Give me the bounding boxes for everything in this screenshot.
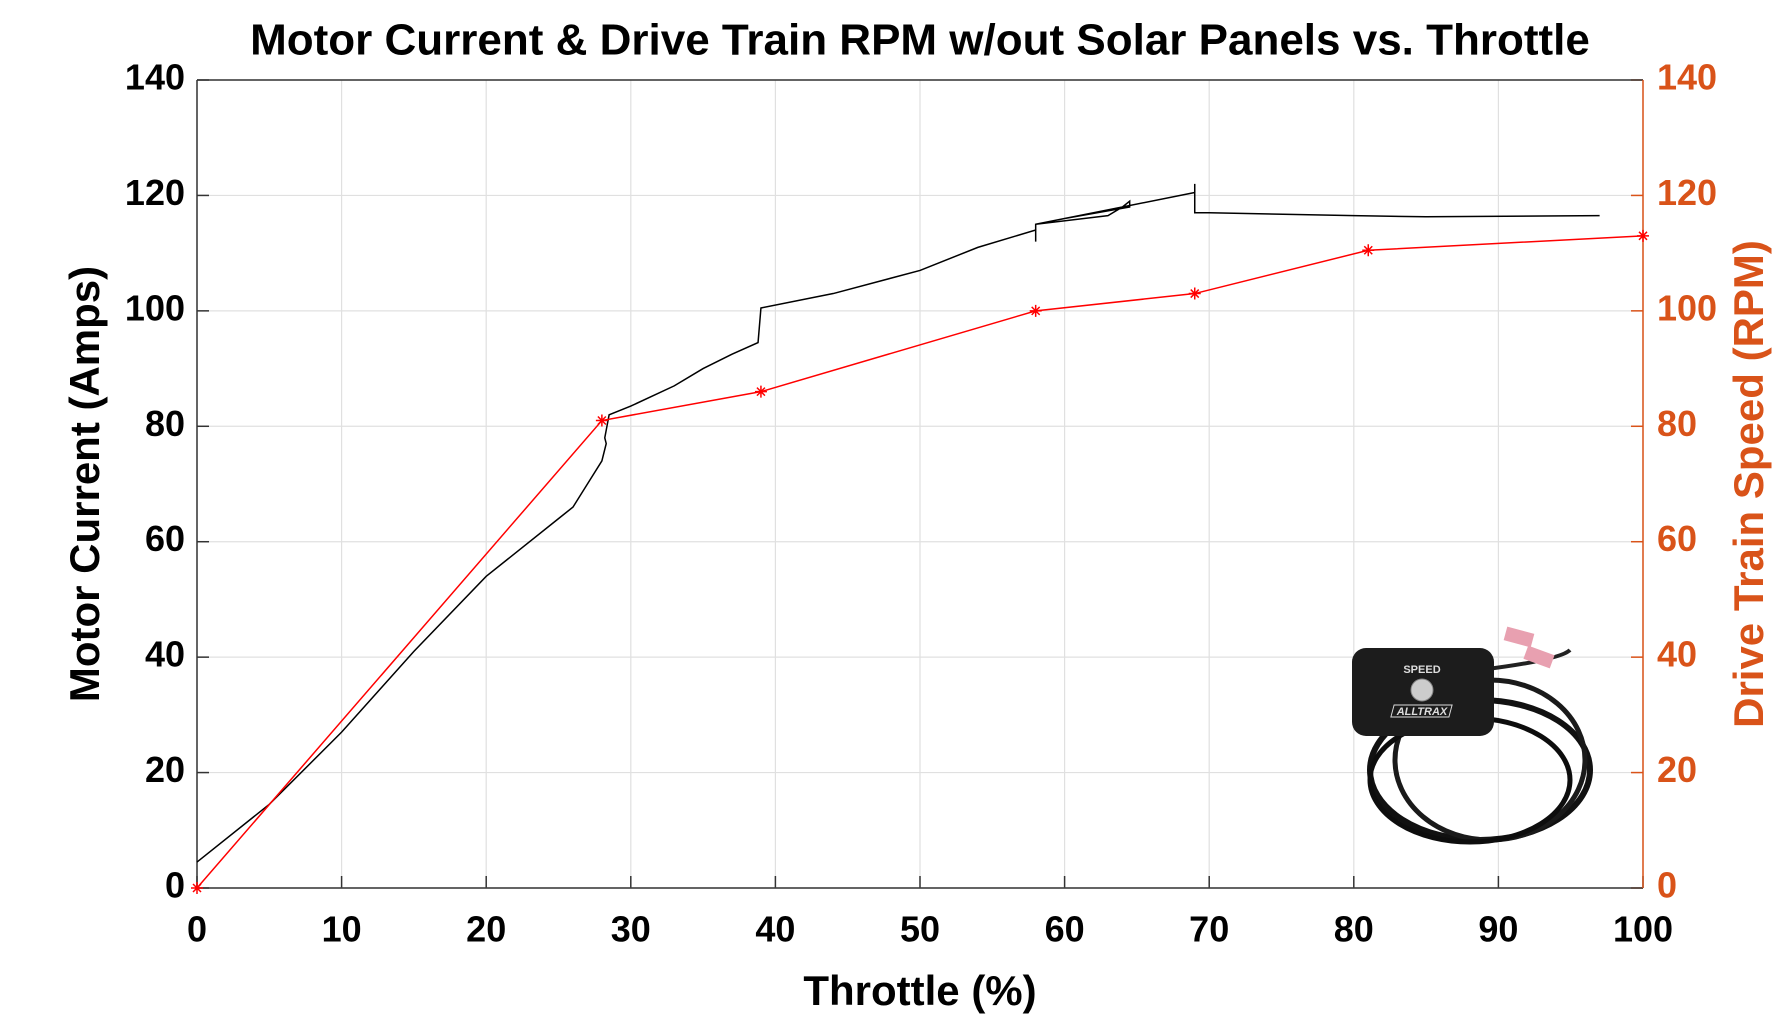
x-tick-label: 40 [755, 909, 795, 950]
x-tick-label: 50 [900, 909, 940, 950]
x-tick-label: 30 [611, 909, 651, 950]
y2-tick-label: 20 [1657, 749, 1697, 790]
inset-label: SPEED [1403, 664, 1440, 676]
chart: Motor Current & Drive Train RPM w/out So… [0, 0, 1781, 1017]
y2-tick-label: 140 [1657, 57, 1717, 98]
y2-tick-label: 60 [1657, 518, 1697, 559]
data-line [197, 184, 1600, 862]
y2-tick-label: 40 [1657, 634, 1697, 675]
x-tick-label: 10 [322, 909, 362, 950]
x-tick-label: 0 [187, 909, 207, 950]
y-tick-label: 20 [145, 749, 185, 790]
controller-photo: SPEED ALLTRAX [1352, 627, 1590, 842]
x-tick-label: 90 [1478, 909, 1518, 950]
y-axis-label: Motor Current (Amps) [61, 266, 108, 702]
y2-tick-label: 80 [1657, 403, 1697, 444]
y2-tick-label: 120 [1657, 172, 1717, 213]
data-marker [1637, 230, 1649, 242]
x-tick-label: 70 [1189, 909, 1229, 950]
y2-tick-label: 0 [1657, 865, 1677, 906]
data-marker [755, 386, 767, 398]
x-axis-label: Throttle (%) [803, 967, 1036, 1014]
y-tick-label: 60 [145, 518, 185, 559]
data-marker [1189, 288, 1201, 300]
x-tick-label: 60 [1045, 909, 1085, 950]
x-tick-label: 20 [466, 909, 506, 950]
y2-axis-label: Drive Train Speed (RPM) [1725, 240, 1772, 728]
y-tick-label: 100 [125, 287, 185, 328]
y2-tick-label: 100 [1657, 287, 1717, 328]
y-tick-label: 0 [165, 865, 185, 906]
y-tick-label: 80 [145, 403, 185, 444]
y-tick-label: 120 [125, 172, 185, 213]
y-tick-label: 40 [145, 634, 185, 675]
y-tick-label: 140 [125, 57, 185, 98]
data-marker [1030, 305, 1042, 317]
x-tick-label: 100 [1613, 909, 1673, 950]
inset-label: ALLTRAX [1396, 706, 1448, 718]
chart-title: Motor Current & Drive Train RPM w/out So… [250, 16, 1590, 65]
x-tick-label: 80 [1334, 909, 1374, 950]
data-marker [1362, 244, 1374, 256]
